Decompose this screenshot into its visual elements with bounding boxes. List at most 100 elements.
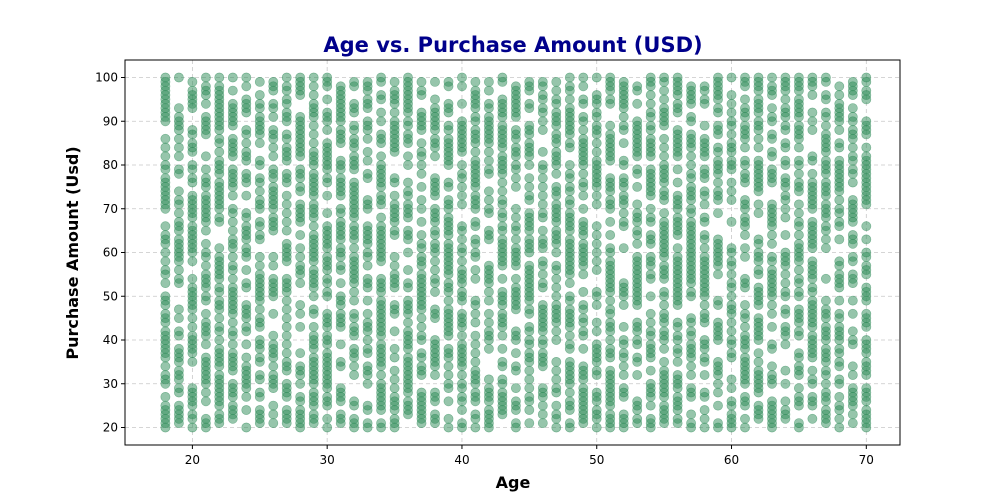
data-point — [726, 374, 737, 385]
data-point — [780, 212, 791, 223]
data-point — [537, 278, 548, 288]
data-point — [726, 256, 737, 267]
data-point — [537, 103, 548, 113]
data-point — [578, 216, 589, 227]
data-point — [861, 356, 872, 367]
data-point — [632, 352, 643, 363]
data-point — [686, 81, 696, 92]
data-point — [605, 365, 616, 376]
data-point — [861, 85, 872, 96]
data-point — [470, 273, 481, 284]
data-point — [537, 199, 548, 210]
data-point — [349, 243, 359, 253]
data-point — [187, 77, 198, 87]
data-point — [241, 352, 252, 363]
data-point — [443, 343, 454, 354]
data-point — [214, 409, 225, 420]
data-point — [659, 103, 669, 113]
data-point — [726, 72, 737, 83]
data-point — [173, 304, 184, 315]
data-point — [740, 352, 750, 363]
data-point — [511, 81, 521, 92]
data-point — [227, 251, 238, 262]
data-point — [214, 343, 225, 354]
data-point — [241, 405, 252, 415]
data-point — [767, 251, 777, 262]
data-point — [618, 335, 629, 345]
data-point — [699, 300, 710, 310]
data-point — [497, 356, 508, 367]
data-point — [497, 94, 508, 105]
data-point — [578, 125, 589, 135]
data-point — [807, 391, 818, 402]
data-point — [551, 409, 562, 420]
data-point — [740, 300, 750, 310]
data-point — [564, 168, 575, 179]
data-point — [254, 195, 265, 205]
data-point — [403, 326, 413, 337]
data-point — [187, 138, 198, 148]
data-point — [497, 330, 508, 341]
data-point — [173, 383, 184, 393]
data-point — [726, 326, 737, 337]
data-point — [281, 356, 292, 367]
data-point — [483, 146, 494, 157]
data-point — [591, 72, 602, 83]
data-point — [740, 243, 750, 253]
data-point — [349, 308, 359, 319]
data-point — [362, 308, 373, 319]
data-point — [254, 155, 265, 166]
data-point — [537, 418, 548, 428]
data-point — [497, 273, 508, 284]
data-point — [861, 335, 872, 345]
data-point — [821, 120, 831, 131]
data-point — [187, 383, 198, 393]
x-tick-label: 70 — [859, 453, 874, 467]
data-point — [335, 155, 346, 166]
data-point — [807, 177, 818, 188]
data-point — [847, 77, 858, 87]
data-point — [470, 77, 481, 87]
data-point — [362, 295, 373, 306]
data-point — [618, 300, 629, 310]
data-point — [713, 356, 723, 367]
data-point — [713, 234, 723, 245]
data-point — [187, 273, 198, 284]
data-point — [511, 173, 521, 183]
data-point — [483, 203, 494, 214]
data-point — [268, 361, 279, 372]
data-point — [160, 265, 171, 275]
data-point — [241, 208, 252, 218]
data-point — [416, 321, 427, 332]
data-point — [807, 374, 818, 385]
data-point — [794, 273, 804, 284]
data-point — [591, 221, 602, 232]
data-point — [780, 269, 791, 280]
data-point — [497, 387, 508, 398]
data-point — [227, 273, 238, 284]
data-point — [241, 391, 252, 402]
data-point — [349, 251, 359, 262]
data-point — [308, 387, 319, 398]
data-point — [821, 365, 831, 376]
data-point — [524, 418, 535, 428]
data-point — [200, 308, 211, 319]
data-point — [416, 138, 427, 148]
data-point — [308, 120, 319, 131]
data-point — [362, 418, 373, 428]
data-point — [160, 278, 171, 288]
y-tick-label: 20 — [103, 421, 118, 435]
data-point — [322, 138, 333, 148]
data-point — [699, 413, 710, 424]
data-point — [537, 234, 548, 245]
data-point — [430, 370, 440, 380]
data-point — [376, 107, 386, 118]
data-point — [173, 265, 184, 275]
data-point — [821, 295, 831, 306]
data-point — [753, 348, 764, 358]
data-point — [241, 300, 252, 310]
data-point — [281, 142, 292, 153]
data-point — [254, 138, 265, 148]
data-point — [767, 81, 777, 92]
data-point — [200, 387, 211, 398]
